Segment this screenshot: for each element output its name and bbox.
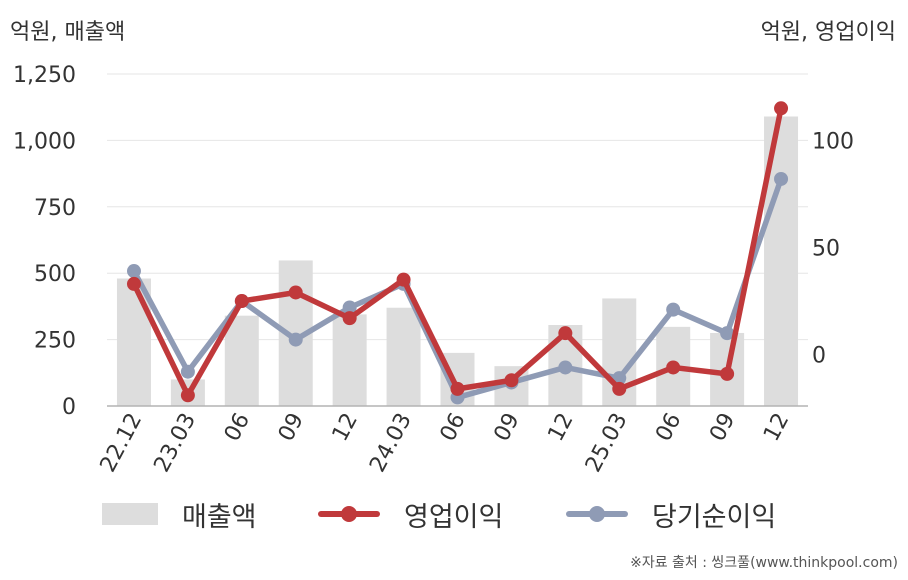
profit-lines bbox=[126, 101, 789, 405]
legend-swatch-operating-profit bbox=[318, 503, 380, 525]
y-left-tick-label: 250 bbox=[34, 329, 76, 354]
operating-profit-point bbox=[720, 366, 735, 381]
y-left-tick-label: 750 bbox=[34, 196, 76, 221]
revenue-bar bbox=[116, 278, 151, 406]
y-left-tick-label: 0 bbox=[62, 395, 76, 420]
legend-swatch-revenue bbox=[102, 503, 158, 525]
net-income-point bbox=[342, 300, 357, 315]
y-left-tick-label: 1,250 bbox=[13, 63, 76, 88]
legend-swatch-net-income bbox=[566, 503, 628, 525]
operating-profit-point bbox=[180, 388, 195, 403]
x-tick-label: 24.03 bbox=[365, 409, 417, 476]
net-income-point bbox=[288, 332, 303, 347]
legend-label-revenue: 매출액 bbox=[182, 501, 257, 533]
operating-profit-point bbox=[504, 373, 519, 388]
y-left-tick-label: 1,000 bbox=[13, 129, 76, 154]
operating-profit-point bbox=[396, 272, 411, 287]
x-tick-label: 06 bbox=[651, 409, 686, 445]
net-income-point bbox=[666, 302, 681, 317]
combo-chart: 0 250 500 750 1,000 1,250 0 50 100 22.12 23.03 06 09… bbox=[13, 63, 854, 476]
revenue-bars bbox=[116, 116, 799, 406]
operating-profit-point bbox=[234, 294, 249, 309]
legend-item-net-income: 당기순이익 bbox=[566, 492, 776, 536]
revenue-bar bbox=[224, 315, 259, 406]
source-note: ※자료 출처 : 씽크풀(www.thinkpool.com) bbox=[630, 555, 898, 571]
operating-profit-point bbox=[666, 360, 681, 375]
net-income-point bbox=[774, 171, 789, 186]
y-right-tick-label: 50 bbox=[812, 236, 840, 261]
net-income-point bbox=[180, 364, 195, 379]
y-left-tick-label: 500 bbox=[34, 262, 76, 287]
legend-item-revenue: 매출액 bbox=[102, 492, 257, 536]
operating-profit-point bbox=[288, 285, 303, 300]
x-tick-label: 09 bbox=[274, 409, 309, 445]
x-tick-label: 09 bbox=[490, 409, 525, 445]
x-tick-label: 06 bbox=[220, 409, 255, 445]
operating-profit-point bbox=[558, 326, 573, 341]
net-income-point bbox=[558, 360, 573, 375]
operating-profit-point bbox=[342, 311, 357, 326]
legend-label-net-income: 당기순이익 bbox=[652, 501, 777, 533]
operating-profit-point bbox=[450, 381, 465, 396]
right-axis-unit: 억원, 영업이익 bbox=[760, 20, 896, 45]
x-tick-label: 22.12 bbox=[96, 409, 148, 476]
x-tick-label: 12 bbox=[328, 409, 363, 445]
x-tick-label: 09 bbox=[705, 409, 740, 445]
net-income-point bbox=[126, 264, 141, 279]
x-tick-label: 25.03 bbox=[581, 409, 633, 476]
operating-profit-point bbox=[126, 276, 141, 291]
x-tick-label: 12 bbox=[543, 409, 578, 445]
x-tick-label: 12 bbox=[759, 409, 794, 445]
left-axis-unit: 억원, 매출액 bbox=[10, 20, 126, 45]
legend-label-operating-profit: 영업이익 bbox=[404, 501, 504, 533]
legend-item-operating-profit: 영업이익 bbox=[318, 492, 503, 536]
gridlines bbox=[107, 73, 808, 341]
legend: 매출액 영업이익 당기순이익 bbox=[0, 492, 908, 536]
x-tick-label: 06 bbox=[436, 409, 471, 445]
net-income-point bbox=[720, 326, 735, 341]
x-tick-label: 23.03 bbox=[150, 409, 202, 476]
y-right-tick-label: 0 bbox=[812, 344, 826, 369]
operating-profit-point bbox=[774, 101, 789, 116]
operating-profit-point bbox=[612, 381, 627, 396]
y-right-tick-label: 100 bbox=[812, 129, 854, 154]
revenue-bar bbox=[386, 307, 421, 406]
revenue-bar bbox=[332, 314, 367, 406]
